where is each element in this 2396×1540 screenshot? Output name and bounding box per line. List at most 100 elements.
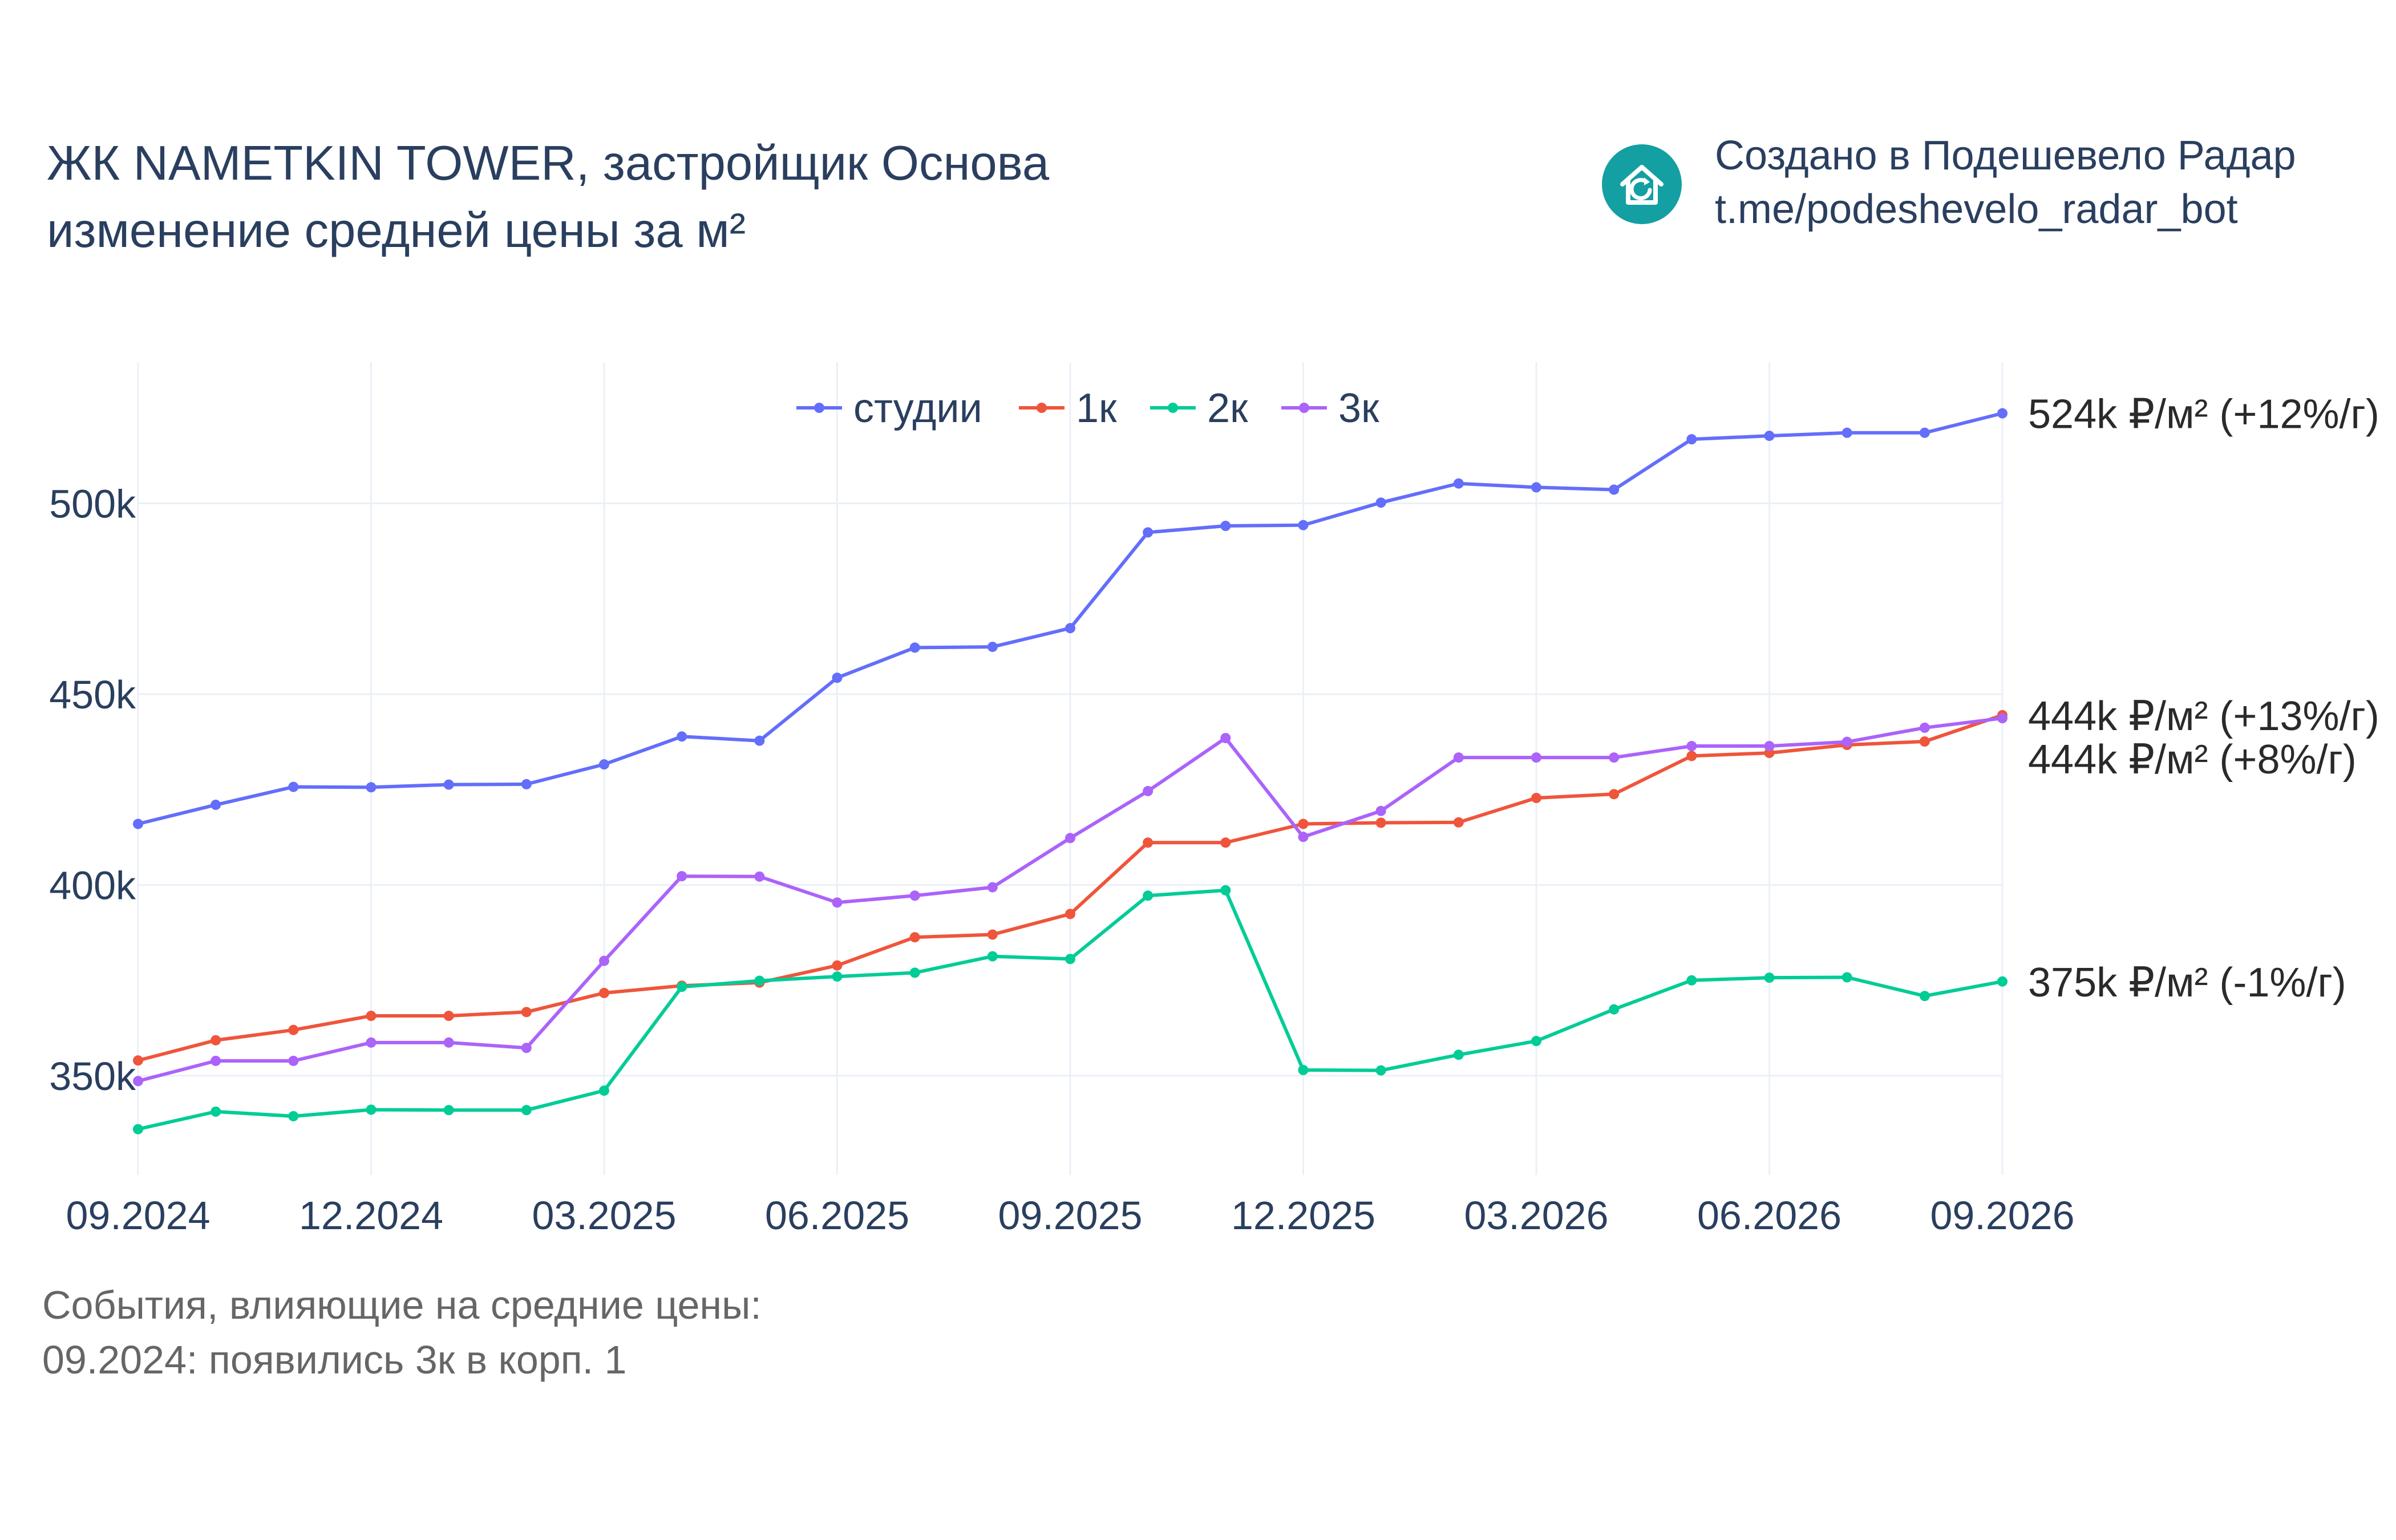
data-point <box>909 642 920 653</box>
data-point <box>1997 976 2008 987</box>
series-end-label: 444k ₽/м² (+8%/г) <box>2028 737 2357 783</box>
x-tick-label: 09.2025 <box>998 1193 1142 1238</box>
x-tick-label: 09.2024 <box>66 1193 210 1238</box>
data-point <box>1609 484 1620 495</box>
chart-tick-labels: 09.2024 12.2024 03.2025 06.2025 09.2025 12.20… <box>49 482 2074 1238</box>
data-point <box>1919 991 1930 1002</box>
data-point <box>1065 833 1075 844</box>
house-refresh-icon <box>1602 144 1682 224</box>
events-item: 09.2024: появились 3к в корп. 1 <box>42 1338 627 1382</box>
data-point <box>832 960 843 971</box>
y-tick-label: 450k <box>49 672 136 717</box>
data-point <box>1453 1049 1464 1060</box>
data-point <box>1375 817 1386 828</box>
branding-text: Создано в Подешевело Радар t.me/podeshev… <box>1715 129 2296 236</box>
data-point <box>1531 793 1541 804</box>
data-point <box>599 759 609 770</box>
data-point <box>1143 837 1154 848</box>
data-point <box>1919 427 1930 438</box>
branding-link[interactable]: t.me/podeshevelo_radar_bot <box>1715 187 2238 232</box>
data-point <box>211 1055 221 1066</box>
data-point <box>909 967 920 978</box>
data-point <box>599 1085 609 1096</box>
data-point <box>1997 713 2008 724</box>
data-point <box>1298 520 1309 530</box>
data-point <box>1609 1004 1620 1015</box>
data-point <box>1686 751 1697 761</box>
data-point <box>133 1124 143 1134</box>
data-point <box>987 951 998 962</box>
data-point <box>443 1105 454 1116</box>
data-point <box>909 890 920 901</box>
data-point <box>1220 521 1231 532</box>
data-point <box>1997 408 2008 419</box>
data-point <box>1609 789 1620 800</box>
data-point <box>1375 497 1386 508</box>
data-point <box>832 672 843 683</box>
legend-label: 1к <box>1076 386 1117 431</box>
data-point <box>832 897 843 908</box>
data-point <box>1686 741 1697 752</box>
data-point <box>1453 478 1464 489</box>
x-tick-label: 03.2025 <box>532 1193 676 1238</box>
data-point <box>987 929 998 940</box>
data-point <box>1298 1065 1309 1076</box>
chart-title-line2: изменение средней цены за м² <box>47 204 746 258</box>
data-point <box>1531 752 1541 763</box>
chart-legend: студии 1к 2к 3к <box>796 386 1379 431</box>
data-point <box>1065 623 1075 634</box>
series-end-label: 524k ₽/м² (+12%/г) <box>2028 392 2379 437</box>
data-point <box>1764 972 1775 983</box>
data-point <box>1375 805 1386 816</box>
data-point <box>754 871 765 882</box>
x-tick-label: 03.2026 <box>1464 1193 1608 1238</box>
data-point <box>366 1104 377 1115</box>
data-point <box>443 1037 454 1048</box>
legend-label: 3к <box>1338 386 1379 431</box>
logo-refresh-arrow <box>1629 178 1652 201</box>
data-point <box>288 1055 299 1066</box>
logo-refresh-head <box>1644 177 1650 185</box>
series-end-label: 375k ₽/м² (-1%/г) <box>2028 960 2346 1006</box>
y-tick-label: 350k <box>49 1054 136 1099</box>
data-point <box>1531 482 1541 493</box>
data-point <box>521 779 532 789</box>
legend-marker <box>1037 403 1047 413</box>
x-tick-label: 12.2024 <box>299 1193 443 1238</box>
data-point <box>1298 818 1309 829</box>
data-point <box>677 731 687 742</box>
data-point <box>211 800 221 810</box>
data-point <box>521 1105 532 1116</box>
branding-line1: Создано в Подешевело Радар <box>1715 133 2296 179</box>
data-point <box>599 955 609 966</box>
data-point <box>1453 752 1464 763</box>
events-heading: События, влияющие на средние цены: <box>42 1283 762 1327</box>
data-point <box>1065 909 1075 919</box>
data-point <box>1531 1036 1541 1047</box>
legend-label: 2к <box>1207 386 1248 431</box>
data-point <box>987 642 998 653</box>
data-point <box>987 882 998 893</box>
data-point <box>1764 741 1775 752</box>
data-point <box>1919 736 1930 747</box>
data-point <box>599 987 609 998</box>
data-point <box>1220 837 1231 848</box>
data-point <box>909 932 920 943</box>
data-point <box>288 781 299 792</box>
data-point <box>1143 527 1154 538</box>
data-point <box>1375 1065 1386 1076</box>
chart-title-line1: ЖК NAMETKIN TOWER, застройщик Основа <box>47 136 1050 191</box>
chart-end-labels: 524k ₽/м² (+12%/г) 444k ₽/м² (+13%/г)444k… <box>2028 392 2379 1006</box>
data-point <box>1453 817 1464 828</box>
legend-marker <box>1299 403 1309 413</box>
data-point <box>211 1106 221 1117</box>
data-point <box>443 1011 454 1022</box>
chart-series <box>133 408 2008 1134</box>
data-point <box>366 1037 377 1048</box>
data-point <box>133 1076 143 1087</box>
data-point <box>1298 832 1309 842</box>
data-point <box>288 1024 299 1035</box>
data-point <box>288 1111 299 1121</box>
data-point <box>754 735 765 746</box>
data-point <box>521 1007 532 1018</box>
